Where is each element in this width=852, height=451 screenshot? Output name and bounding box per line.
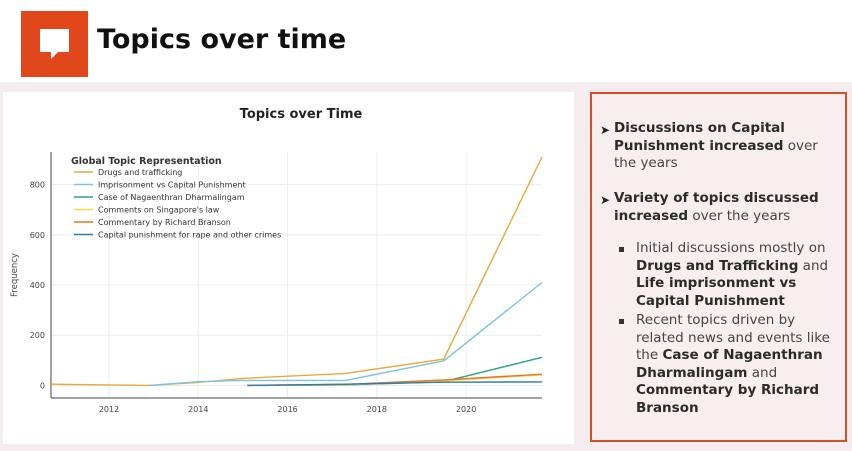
arrow-bullet-icon: ➤ (600, 123, 611, 137)
x-tick-label: 2020 (456, 405, 476, 414)
x-tick-label: 2016 (277, 405, 297, 414)
arrow-bullet-icon: ➤ (600, 193, 611, 207)
series-line (247, 381, 543, 387)
x-tick-label: 2012 (99, 405, 119, 414)
y-tick-label: 400 (30, 281, 45, 290)
note-variety-increased: Variety of topics discussed increased ov… (614, 190, 819, 224)
note-initial-discussions: Initial discussions mostly on Drugs and … (636, 240, 829, 309)
legend-label: Commentary by Richard Branson (98, 218, 231, 227)
y-tick-label: 600 (30, 231, 45, 240)
x-tick-label: 2018 (367, 405, 387, 414)
legend-label: Imprisonment vs Capital Punishment (98, 181, 246, 190)
legend-label: Capital punishment for rape and other cr… (98, 231, 281, 240)
page-title: Topics over time (97, 24, 347, 55)
topics-over-time-chart: 0 200 400 600 800 2012 2014 2016 2018 2020 Topics … (10, 107, 543, 414)
y-axis-label: Frequency (10, 253, 20, 297)
series-line (247, 356, 543, 387)
legend-label: Comments on Singapore's law (98, 206, 220, 215)
slide-header: Topics over time (0, 0, 852, 82)
y-tick-label: 0 (40, 381, 45, 390)
legend-label: Drugs and trafficking (98, 168, 182, 177)
legend-label: Case of Nagaenthran Dharmalingam (98, 193, 245, 202)
notes-panel: ➤ Discussions on Capital Punishment incr… (590, 92, 847, 442)
x-tick-label: 2014 (188, 405, 208, 414)
note-recent-topics: Recent topics driven by related news and… (636, 312, 830, 416)
square-bullet-icon (619, 319, 624, 324)
y-tick-label: 200 (30, 331, 45, 340)
series-line (50, 156, 543, 387)
note-discussions-increased: Discussions on Capital Punishment increa… (614, 120, 818, 171)
square-bullet-icon (619, 247, 624, 252)
series-line (149, 281, 543, 387)
y-tick-label: 800 (30, 181, 45, 190)
legend-title: Global Topic Representation (71, 156, 222, 167)
speech-bubble-icon (21, 11, 88, 77)
chart-card: 0 200 400 600 800 2012 2014 2016 2018 2020 Topics … (3, 92, 574, 444)
chart-title: Topics over Time (240, 107, 363, 122)
